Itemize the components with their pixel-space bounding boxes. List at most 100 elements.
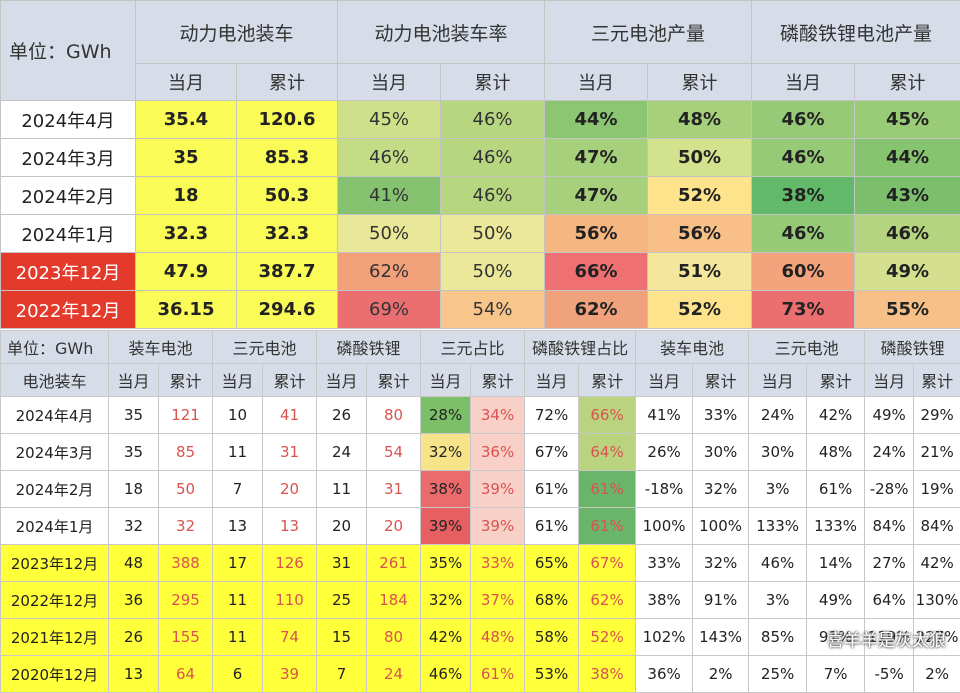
table-cell: 18 <box>136 177 237 215</box>
subheader: 累计 <box>237 64 338 101</box>
table-cell: 32% <box>421 582 471 619</box>
subheader: 当月 <box>749 364 807 397</box>
battery-summary-table: 单位：GWh 动力电池装车 动力电池装车率 三元电池产量 磷酸铁锂电池产量 当月… <box>0 0 960 329</box>
subheader: 累计 <box>693 364 749 397</box>
table-cell: 184 <box>367 582 421 619</box>
table-cell: 47% <box>545 139 648 177</box>
table-cell: 39% <box>471 471 525 508</box>
table-cell: 49% <box>865 397 914 434</box>
table-cell: 24% <box>865 434 914 471</box>
row-label: 2023年12月 <box>1 253 136 291</box>
row-label: 2024年3月 <box>1 434 109 471</box>
subheader: 累计 <box>914 364 960 397</box>
table-cell: 50% <box>338 215 441 253</box>
table-cell: 62% <box>338 253 441 291</box>
table-cell: 46% <box>441 177 545 215</box>
table-cell: 44% <box>545 101 648 139</box>
group-header-install-rate: 动力电池装车率 <box>338 1 545 64</box>
table-cell: 61% <box>579 508 636 545</box>
table-cell: 50% <box>441 253 545 291</box>
table-cell: 45% <box>338 101 441 139</box>
table-cell: 72% <box>525 397 579 434</box>
table-cell: 46% <box>855 215 960 253</box>
table-cell: 121 <box>159 397 213 434</box>
table-cell: 32 <box>109 508 159 545</box>
subheader: 当月 <box>109 364 159 397</box>
table-cell: 42% <box>914 545 960 582</box>
table-cell: 21% <box>914 434 960 471</box>
table-cell: 37% <box>471 582 525 619</box>
subheader: 当月 <box>865 364 914 397</box>
table-cell: 32% <box>693 471 749 508</box>
table-cell: 15 <box>317 619 367 656</box>
subheader: 当月 <box>317 364 367 397</box>
row-label: 2024年2月 <box>1 177 136 215</box>
subheader: 当月 <box>545 64 648 101</box>
table-cell: 26 <box>317 397 367 434</box>
subheader: 累计 <box>159 364 213 397</box>
table-cell: 133% <box>807 508 865 545</box>
table-cell: 73% <box>752 291 855 329</box>
subheader: 当月 <box>136 64 237 101</box>
table-cell: 7 <box>213 471 263 508</box>
subheader: 累计 <box>579 364 636 397</box>
table-cell: 58% <box>525 619 579 656</box>
table-cell: 39% <box>471 508 525 545</box>
table-cell: 46% <box>441 139 545 177</box>
table-cell: 61% <box>579 471 636 508</box>
table-cell: 62% <box>579 582 636 619</box>
table-cell: 110 <box>263 582 317 619</box>
table-cell: 32.3 <box>136 215 237 253</box>
table-cell: 52% <box>579 619 636 656</box>
table-cell: 35.4 <box>136 101 237 139</box>
group-header: 三元占比 <box>421 331 525 364</box>
table-cell: 66% <box>579 397 636 434</box>
subheader: 当月 <box>525 364 579 397</box>
table-cell: 48% <box>807 434 865 471</box>
table-cell: 33% <box>636 545 693 582</box>
group-header-lfp-output: 磷酸铁锂电池产量 <box>752 1 960 64</box>
subheader: 当月 <box>636 364 693 397</box>
table-cell: 54 <box>367 434 421 471</box>
table-cell: 35% <box>421 545 471 582</box>
table-cell: 388 <box>159 545 213 582</box>
table-cell: 294.6 <box>237 291 338 329</box>
table-cell: 47.9 <box>136 253 237 291</box>
table-cell: 52% <box>648 291 752 329</box>
row-label: 2024年4月 <box>1 101 136 139</box>
table-cell: 32 <box>159 508 213 545</box>
subheader: 当月 <box>752 64 855 101</box>
table-cell: 38% <box>636 582 693 619</box>
table-cell: 3% <box>749 582 807 619</box>
table-cell: 41% <box>338 177 441 215</box>
table-cell: 36.15 <box>136 291 237 329</box>
table-cell: 11 <box>317 471 367 508</box>
table-cell: 64% <box>579 434 636 471</box>
table-cell: 36% <box>636 656 693 693</box>
unit-label-2: 单位：GWh <box>1 331 109 364</box>
table-cell: 48% <box>471 619 525 656</box>
table-cell: 46% <box>752 139 855 177</box>
table-cell: 13 <box>213 508 263 545</box>
row-label: 2024年3月 <box>1 139 136 177</box>
table-cell: 17 <box>213 545 263 582</box>
table-cell: 65% <box>525 545 579 582</box>
table-cell: 49% <box>855 253 960 291</box>
table-cell: 227% <box>914 619 960 656</box>
table-cell: 31 <box>367 471 421 508</box>
table-cell: 66% <box>545 253 648 291</box>
table-cell: 46% <box>441 101 545 139</box>
table-cell: 91% <box>807 619 865 656</box>
table-cell: 47% <box>545 177 648 215</box>
row-label: 2024年1月 <box>1 215 136 253</box>
table-cell: 55% <box>855 291 960 329</box>
